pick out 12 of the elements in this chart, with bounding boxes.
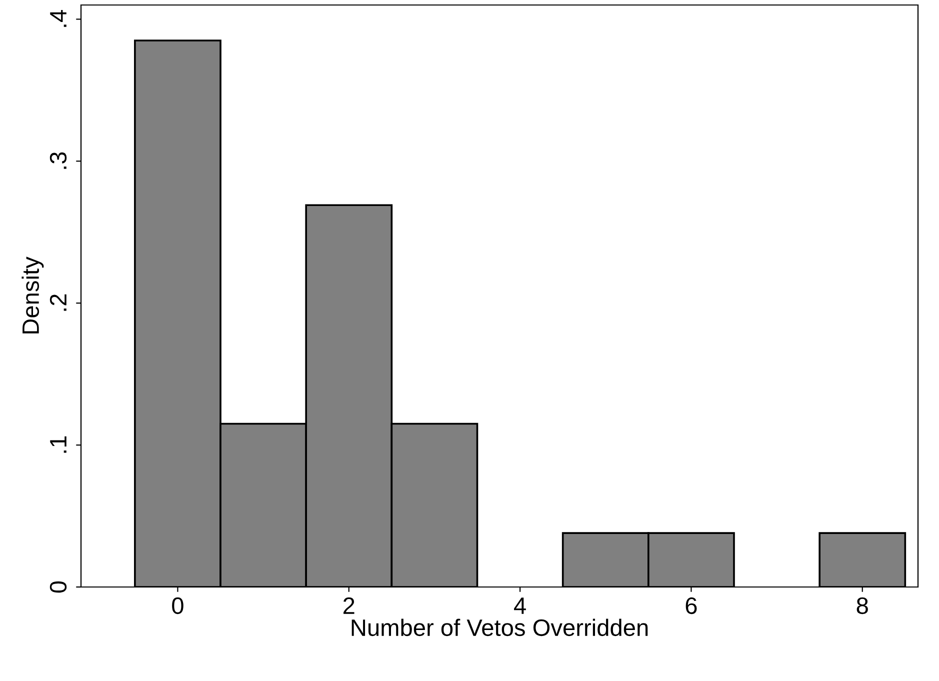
x-tick-label: 2: [343, 597, 354, 614]
y-axis-title: Density: [22, 256, 44, 334]
y-tick-label: .4: [50, 10, 66, 27]
x-tick-label: 6: [686, 597, 697, 614]
y-tick-label: .3: [50, 152, 67, 169]
x-tick-label: 4: [514, 598, 526, 614]
x-tick-label: 0: [172, 597, 184, 614]
y-tick-label: .2: [50, 294, 66, 311]
x-tick-label: 8: [856, 597, 868, 614]
x-axis-title: Number of Vetos Overridden: [352, 618, 648, 636]
y-tick-label: .1: [50, 436, 66, 453]
y-tick-label: 0: [50, 581, 67, 593]
